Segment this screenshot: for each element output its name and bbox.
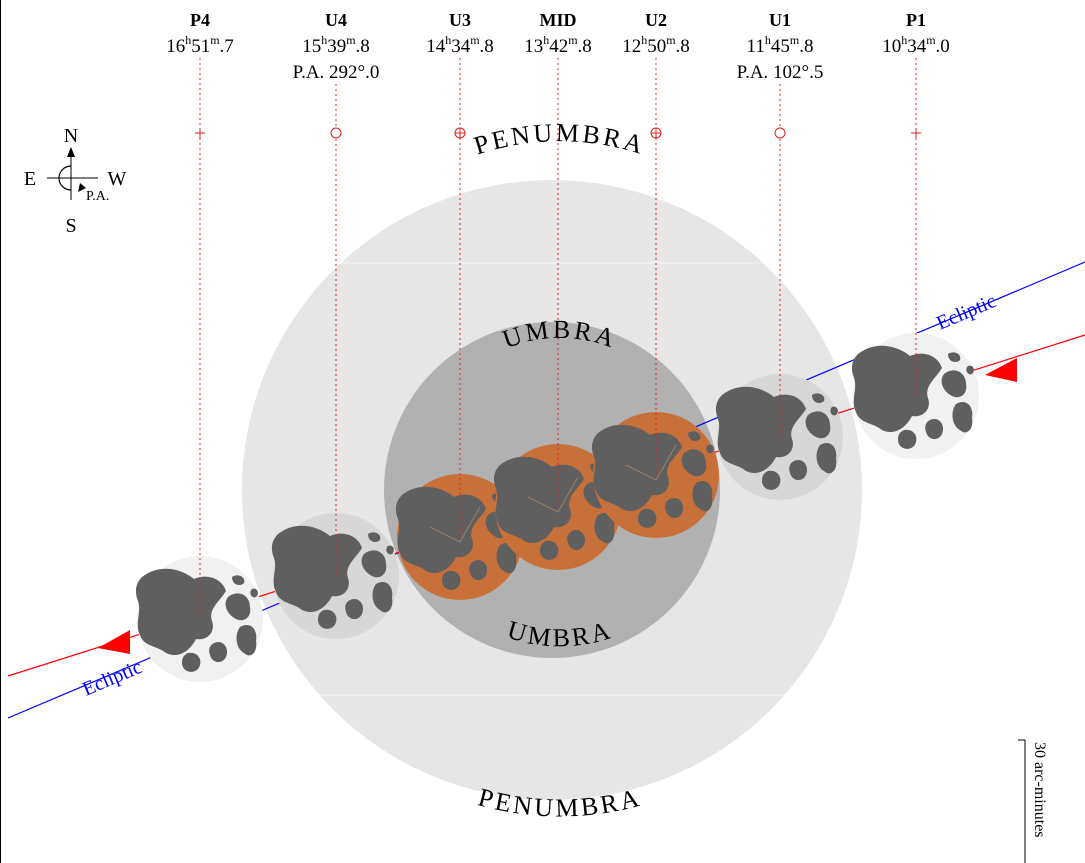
contact-time-u4: 15h39m.8 — [302, 33, 370, 57]
compass-east: E — [24, 168, 36, 190]
moon-path-arrow-east — [985, 358, 1017, 382]
compass-north: N — [64, 125, 78, 147]
contact-headers: P4 16h51m.7 U4 15h39m.8 P.A. 292°.0 U3 14h34m.… — [166, 10, 950, 83]
moon-positions — [135, 333, 979, 682]
compass: N S E W P.A. — [24, 125, 127, 237]
ecliptic-label-left: Ecliptic — [79, 656, 145, 701]
compass-pa-label: P.A. — [86, 189, 109, 204]
contact-pa-u1: P.A. 102°.5 — [737, 62, 824, 83]
contact-marker-u4 — [330, 127, 342, 139]
contact-time-p1: 10h34m.0 — [882, 33, 950, 57]
moon-ray — [527, 476, 579, 513]
contact-time-mid: 13h42m.8 — [524, 33, 592, 57]
compass-north-arrow — [67, 147, 75, 157]
moon-u3 — [395, 474, 523, 600]
contact-label-p1: P1 — [906, 10, 926, 30]
scale-bar: 30 arc-minutes — [1018, 739, 1048, 863]
moon-mid — [493, 444, 621, 570]
moon-p1 — [851, 333, 979, 459]
contact-lines — [195, 58, 921, 619]
ecliptic-label-right: Ecliptic — [933, 290, 999, 335]
compass-pa-arrow — [78, 183, 86, 192]
compass-west: W — [108, 168, 127, 190]
moon-u1 — [715, 374, 843, 500]
contact-label-u3: U3 — [449, 10, 471, 30]
moon-path-arrow-west — [98, 630, 130, 654]
contact-time-u2: 12h50m.8 — [622, 33, 690, 57]
penumbra-label-top: PENUMBRA — [471, 118, 650, 160]
contact-time-u1: 11h45m.8 — [747, 33, 814, 57]
scale-bar-label: 30 arc-minutes — [1031, 742, 1048, 838]
moon-p4 — [135, 556, 263, 682]
compass-south: S — [65, 215, 76, 237]
contact-marker-u1 — [774, 127, 786, 139]
contact-pa-u4: P.A. 292°.0 — [293, 62, 380, 83]
contact-time-u3: 14h34m.8 — [426, 33, 494, 57]
moon-ray — [625, 444, 677, 481]
contact-label-u1: U1 — [769, 10, 791, 30]
compass-pa-arc — [58, 165, 72, 191]
contact-time-p4: 16h51m.7 — [166, 33, 234, 57]
contact-label-p4: P4 — [190, 10, 210, 30]
moon-ray — [429, 506, 481, 543]
contact-label-u2: U2 — [645, 10, 667, 30]
contact-label-mid: MID — [540, 10, 577, 30]
contact-label-u4: U4 — [325, 10, 347, 30]
